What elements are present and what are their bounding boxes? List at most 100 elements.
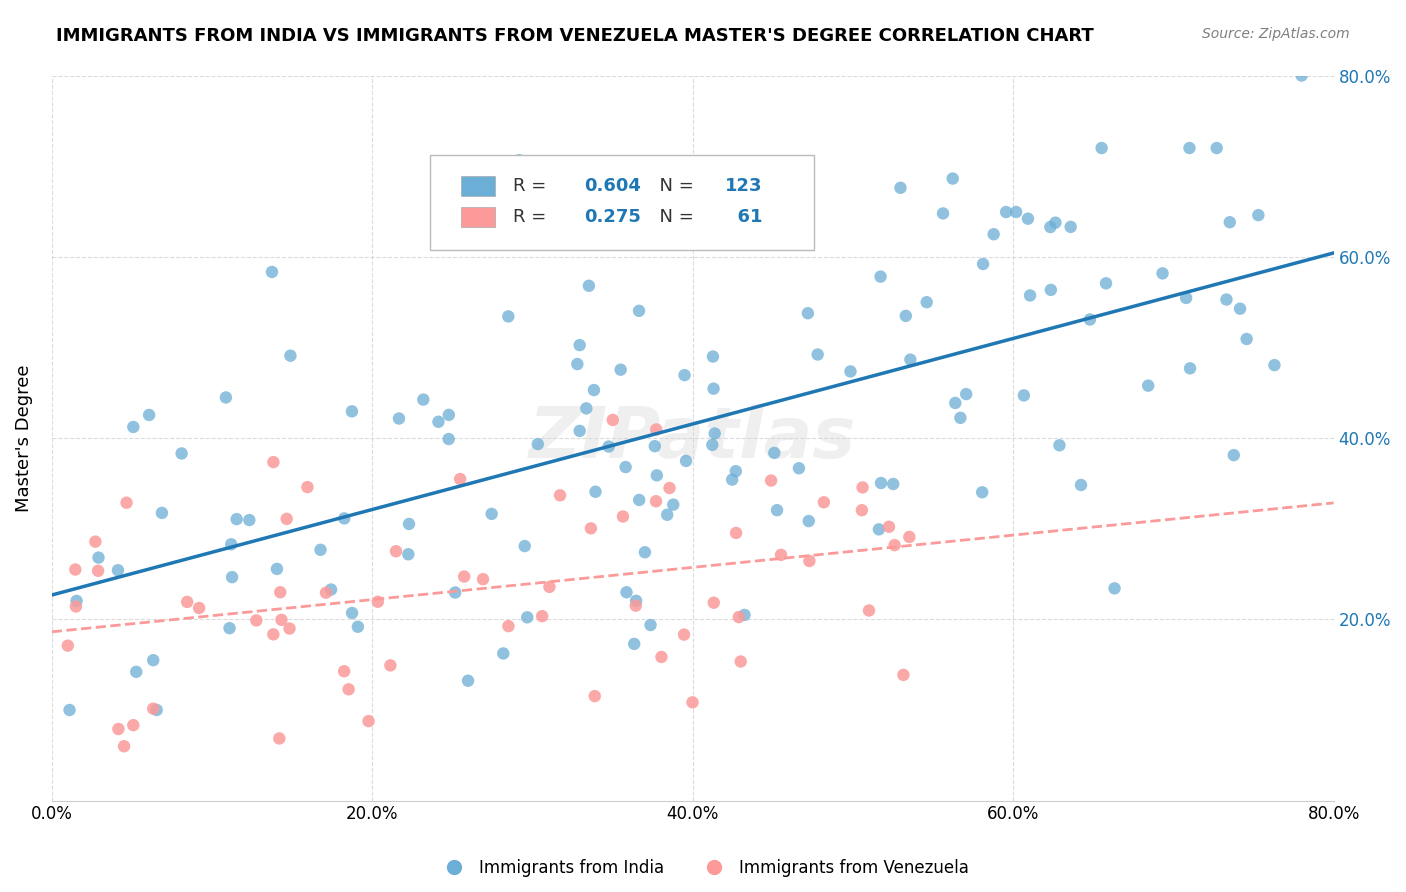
Point <box>851 480 873 494</box>
Point <box>444 585 467 599</box>
Point <box>1039 220 1062 235</box>
Point <box>87 550 110 565</box>
Point <box>662 498 685 512</box>
Point <box>221 570 243 584</box>
Point <box>498 310 520 324</box>
Point <box>176 595 198 609</box>
Point <box>763 446 786 460</box>
Point <box>602 413 624 427</box>
Point <box>548 488 571 502</box>
Point <box>449 472 471 486</box>
Point <box>357 714 380 728</box>
Text: 61: 61 <box>724 208 762 226</box>
Legend: Immigrants from India, Immigrants from Venezuela: Immigrants from India, Immigrants from V… <box>430 853 976 884</box>
Point <box>644 439 666 453</box>
Point <box>280 349 302 363</box>
Point <box>972 485 994 500</box>
Text: ZIPatlas: ZIPatlas <box>529 403 856 473</box>
Point <box>340 606 363 620</box>
Point <box>1019 288 1042 302</box>
Point <box>396 547 419 561</box>
Point <box>531 609 554 624</box>
Point <box>1059 219 1081 234</box>
Point <box>627 303 650 318</box>
Point <box>437 432 460 446</box>
Point <box>492 647 515 661</box>
Point <box>122 718 145 732</box>
Point <box>56 639 79 653</box>
Point <box>115 496 138 510</box>
Point <box>1012 388 1035 402</box>
Point <box>437 408 460 422</box>
Point <box>170 446 193 460</box>
Point <box>657 508 679 522</box>
Point <box>270 613 292 627</box>
Point <box>645 468 668 483</box>
FancyBboxPatch shape <box>461 176 495 195</box>
Point <box>1091 141 1114 155</box>
Point <box>297 480 319 494</box>
Point <box>333 511 356 525</box>
Point <box>942 171 965 186</box>
Point <box>516 610 538 624</box>
Point <box>1175 291 1198 305</box>
Point <box>797 514 820 528</box>
Point <box>1104 582 1126 596</box>
Point <box>759 474 782 488</box>
Point <box>340 404 363 418</box>
Point <box>388 411 411 425</box>
Point <box>567 357 589 371</box>
Point <box>107 722 129 736</box>
Point <box>673 368 696 383</box>
Point <box>634 545 657 559</box>
FancyBboxPatch shape <box>430 155 814 250</box>
Point <box>1205 141 1227 155</box>
Point <box>983 227 1005 242</box>
Point <box>122 420 145 434</box>
Point <box>112 739 135 754</box>
Point <box>87 564 110 578</box>
Point <box>813 495 835 509</box>
Point <box>219 537 242 551</box>
Point <box>1215 293 1237 307</box>
Point <box>766 503 789 517</box>
Point <box>851 503 873 517</box>
Text: 123: 123 <box>724 177 762 194</box>
Point <box>858 603 880 617</box>
Point <box>266 562 288 576</box>
Point <box>1219 215 1241 229</box>
Point <box>882 477 904 491</box>
Point <box>1005 205 1028 219</box>
Point <box>1078 312 1101 326</box>
Point <box>575 401 598 416</box>
Y-axis label: Master's Degree: Master's Degree <box>15 364 32 512</box>
Point <box>645 422 668 436</box>
Point <box>513 539 536 553</box>
Point <box>730 655 752 669</box>
Point <box>1178 141 1201 155</box>
Point <box>839 364 862 378</box>
Point <box>658 481 681 495</box>
Point <box>943 396 966 410</box>
Point <box>1137 378 1160 392</box>
Point <box>955 387 977 401</box>
Point <box>645 494 668 508</box>
Point <box>1236 332 1258 346</box>
Point <box>894 309 917 323</box>
Point <box>538 580 561 594</box>
Point <box>724 464 747 478</box>
Point <box>1291 69 1313 83</box>
Point <box>721 473 744 487</box>
Text: N =: N = <box>648 177 699 194</box>
Point <box>628 492 651 507</box>
Point <box>972 257 994 271</box>
Point <box>579 521 602 535</box>
Point <box>883 538 905 552</box>
Point <box>870 475 893 490</box>
Point <box>578 278 600 293</box>
Point <box>702 438 724 452</box>
Point <box>727 610 749 624</box>
Point <box>1223 448 1246 462</box>
Point <box>276 512 298 526</box>
Point <box>877 520 900 534</box>
